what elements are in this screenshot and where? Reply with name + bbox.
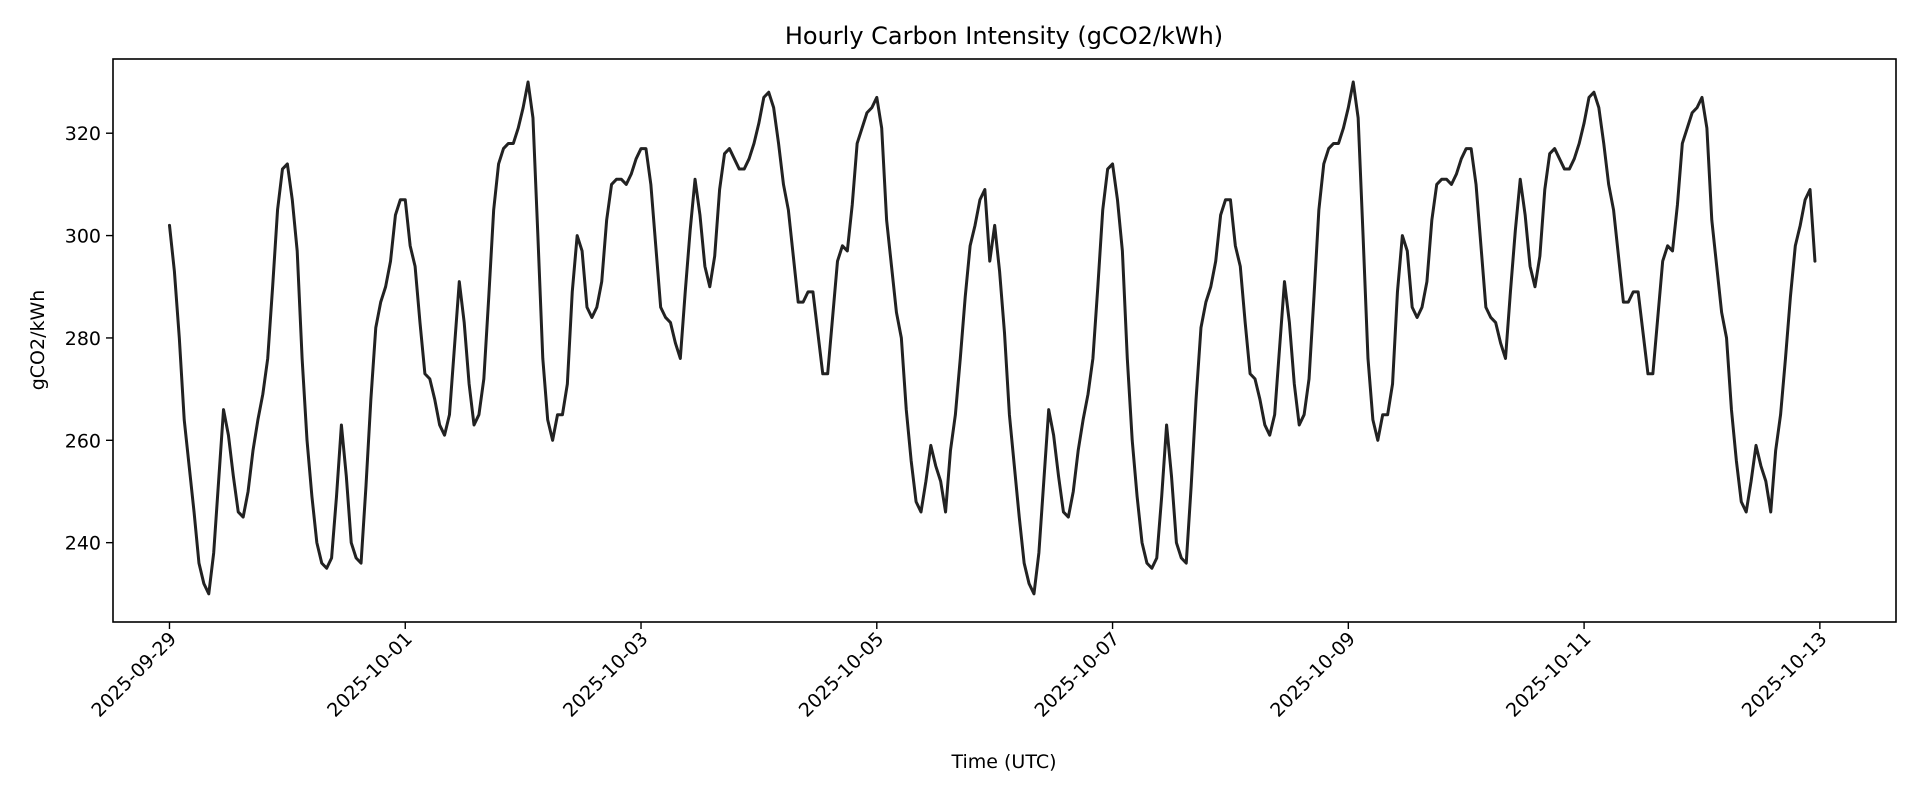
- y-axis-label: gCO2/kWh: [27, 290, 49, 391]
- x-tick-label: 2025-09-29: [87, 628, 181, 722]
- x-tick-label: 2025-10-13: [1738, 628, 1832, 722]
- y-tick-label: 240: [65, 533, 101, 555]
- x-tick-label: 2025-10-05: [795, 628, 889, 722]
- x-tick-label: 2025-10-09: [1266, 628, 1360, 722]
- y-tick-label: 280: [65, 328, 101, 350]
- chart-title: Hourly Carbon Intensity (gCO2/kWh): [785, 22, 1223, 50]
- plot-frame: [112, 58, 1897, 623]
- x-tick-label: 2025-10-11: [1502, 628, 1596, 722]
- y-tick-label: 260: [65, 430, 101, 452]
- carbon-intensity-line: [167, 80, 1817, 596]
- y-tick-label: 300: [65, 226, 101, 248]
- y-axis-ticks: 240 260 280 300 320: [65, 123, 113, 555]
- x-tick-label: 2025-10-07: [1030, 628, 1124, 722]
- y-tick-label: 320: [65, 123, 101, 145]
- x-tick-label: 2025-10-03: [559, 628, 653, 722]
- x-tick-label: 2025-10-01: [323, 628, 417, 722]
- x-axis-label: Time (UTC): [950, 751, 1056, 773]
- x-axis-ticks: 2025-09-29 2025-10-01 2025-10-03 2025-10-05…: [87, 622, 1831, 722]
